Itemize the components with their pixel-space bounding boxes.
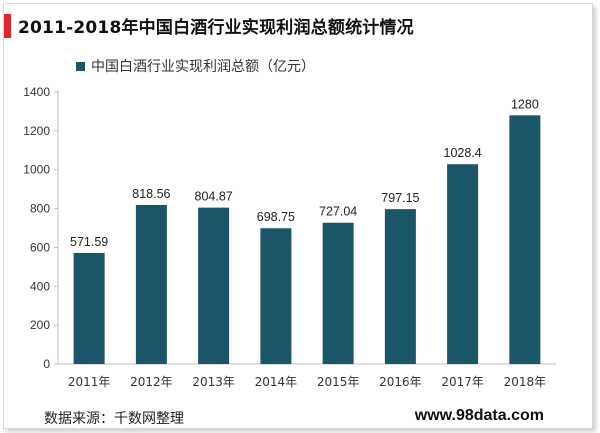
y-tick-label: 1400 bbox=[23, 85, 50, 99]
bar-value-label: 1280 bbox=[511, 97, 539, 111]
y-tick-label: 400 bbox=[30, 279, 50, 293]
legend-label: 中国白酒行业实现利润总额（亿元） bbox=[91, 59, 315, 75]
y-tick-label: 600 bbox=[30, 240, 50, 254]
y-tick-label: 200 bbox=[30, 318, 50, 332]
bar bbox=[447, 164, 479, 364]
bar-chart: 0 200 400 600 800 1000 1200 1400 571.59 2011年 818.… bbox=[23, 85, 556, 389]
bar-value-label: 571.59 bbox=[70, 235, 108, 249]
bar-value-label: 1028.4 bbox=[444, 146, 482, 160]
chart-legend: 中国白酒行业实现利润总额（亿元） bbox=[76, 56, 315, 76]
bar bbox=[384, 209, 416, 364]
bar-value-label: 818.56 bbox=[132, 187, 170, 201]
bar bbox=[135, 204, 167, 364]
legend-swatch bbox=[76, 61, 85, 71]
x-tick-label: 2011年 bbox=[68, 375, 111, 389]
bar bbox=[73, 252, 105, 364]
y-tick-label: 1200 bbox=[23, 124, 50, 138]
bar-value-label: 727.04 bbox=[319, 205, 357, 219]
y-tick-label: 0 bbox=[43, 357, 50, 371]
x-tick-label: 2016年 bbox=[379, 375, 422, 389]
data-source-note: 数据来源：千数网整理 bbox=[44, 411, 184, 427]
x-tick-label: 2017年 bbox=[441, 375, 484, 389]
y-tick-label: 800 bbox=[30, 202, 50, 216]
bar bbox=[322, 222, 354, 364]
bar bbox=[260, 228, 292, 364]
bar bbox=[198, 207, 230, 364]
watermark-url: www.98data.com bbox=[414, 407, 544, 424]
bar-value-label: 797.15 bbox=[381, 191, 419, 205]
bar-value-label: 804.87 bbox=[195, 190, 233, 204]
x-tick-label: 2018年 bbox=[504, 375, 547, 389]
bar bbox=[509, 115, 541, 364]
x-tick-label: 2012年 bbox=[130, 375, 173, 389]
bar-value-label: 698.75 bbox=[257, 210, 295, 224]
y-tick-label: 1000 bbox=[23, 163, 50, 177]
chart-frame: 2011-2018年中国白酒行业实现利润总额统计情况 中国白酒行业实现利润总额（… bbox=[3, 3, 593, 429]
title-accent-bar bbox=[4, 14, 11, 38]
x-tick-label: 2015年 bbox=[317, 375, 360, 389]
x-tick-label: 2014年 bbox=[255, 375, 298, 389]
page-title: 2011-2018年中国白酒行业实现利润总额统计情况 bbox=[18, 18, 414, 38]
x-tick-label: 2013年 bbox=[192, 375, 235, 389]
